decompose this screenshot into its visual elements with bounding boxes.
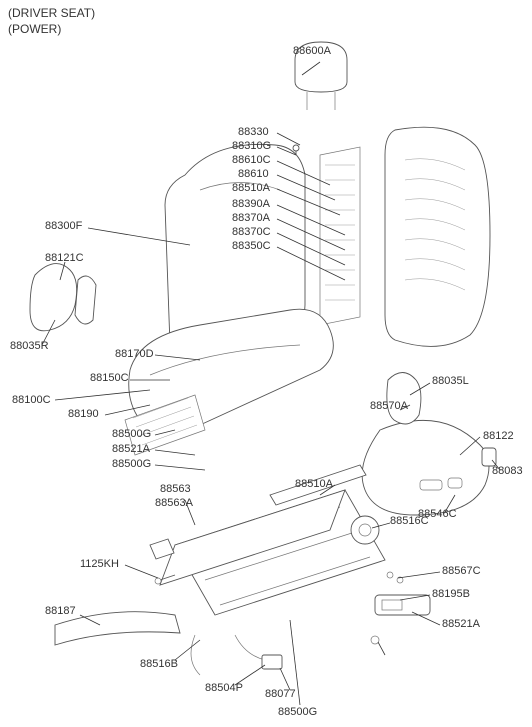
label-88122: 88122: [483, 430, 514, 443]
part-bracket-88035L: [387, 373, 421, 425]
part-motor-88516C: [351, 516, 379, 544]
label-88563: 88563: [160, 483, 191, 496]
label-88521A-b: 88521A: [442, 618, 480, 631]
label-88500G-c: 88500G: [278, 706, 317, 719]
label-88150C: 88150C: [90, 372, 129, 385]
label-88330: 88330: [238, 126, 269, 139]
part-track-base: [160, 490, 385, 615]
label-88035L: 88035L: [432, 375, 469, 388]
label-88310G: 88310G: [232, 140, 271, 153]
label-88510A-b: 88510A: [295, 478, 333, 491]
label-1125KH: 1125KH: [80, 558, 119, 571]
label-88190: 88190: [68, 408, 99, 421]
label-88516B: 88516B: [140, 658, 178, 671]
label-88370C: 88370C: [232, 226, 271, 239]
label-88187: 88187: [45, 605, 76, 618]
part-shield-right: [362, 420, 489, 515]
label-88370A: 88370A: [232, 212, 270, 225]
label-88100C: 88100C: [12, 394, 51, 407]
part-knob-88083: [482, 448, 496, 466]
part-seatback-frame: [385, 127, 490, 346]
part-motor-88521A: [375, 595, 430, 615]
label-88390A: 88390A: [232, 198, 270, 211]
label-88521A-a: 88521A: [112, 443, 150, 456]
label-88077: 88077: [265, 688, 296, 701]
label-88170D: 88170D: [115, 348, 154, 361]
label-88121C: 88121C: [45, 252, 84, 265]
label-88350C: 88350C: [232, 240, 271, 253]
label-88500G-b: 88500G: [112, 458, 151, 471]
label-88035R: 88035R: [10, 340, 49, 353]
label-88300F: 88300F: [45, 220, 82, 233]
label-88510A: 88510A: [232, 182, 270, 195]
label-88195B: 88195B: [432, 588, 470, 601]
label-88610C: 88610C: [232, 154, 271, 167]
label-88567C: 88567C: [442, 565, 481, 578]
label-88504P: 88504P: [205, 682, 243, 695]
label-88600A: 88600A: [293, 45, 331, 58]
label-88516C: 88516C: [390, 515, 429, 528]
label-88570A: 88570A: [370, 400, 408, 413]
part-heater-back: [320, 147, 360, 325]
label-88610: 88610: [238, 168, 269, 181]
label-88083: 88083: [492, 465, 523, 478]
part-harness: [191, 635, 282, 675]
label-88500G-a: 88500G: [112, 428, 151, 441]
part-shield-left: [30, 264, 96, 331]
label-88563A: 88563A: [155, 497, 193, 510]
